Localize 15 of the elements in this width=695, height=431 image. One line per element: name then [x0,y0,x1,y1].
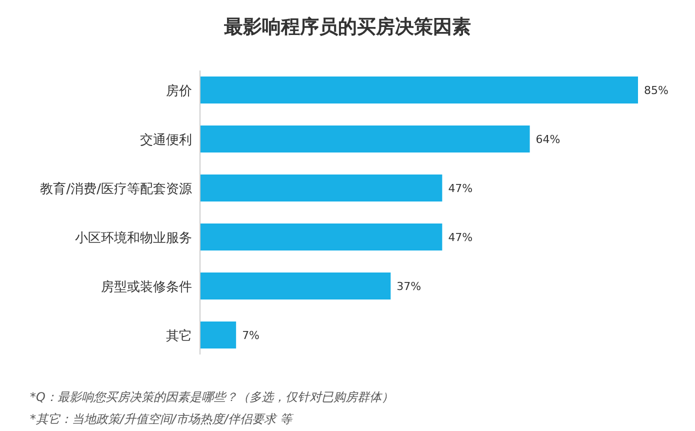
value-label: 47% [448,182,473,195]
category-label: 其它 [166,329,192,344]
annotation: *其它：当地政策/升值空间/市场热度/伴侣要求 等 [30,412,292,426]
category-label: 房价 [166,84,192,99]
category-label: 小区环境和物业服务 [75,231,192,246]
category-label: 交通便利 [140,133,192,148]
category-label: 房型或装修条件 [101,280,192,295]
value-label: 7% [242,329,260,342]
value-label: 37% [396,280,422,293]
annotation: *Q：最影响您买房决策的因素是哪些？（多选，仅针对已购房群体） [30,390,394,404]
category-label: 教育/消费/医疗等配套资源 [40,182,192,197]
title: 最影响程序员的买房决策因素 [224,16,471,38]
value-label: 64% [536,133,560,146]
value-label: 85% [644,84,668,97]
value-label: 47% [448,231,473,244]
